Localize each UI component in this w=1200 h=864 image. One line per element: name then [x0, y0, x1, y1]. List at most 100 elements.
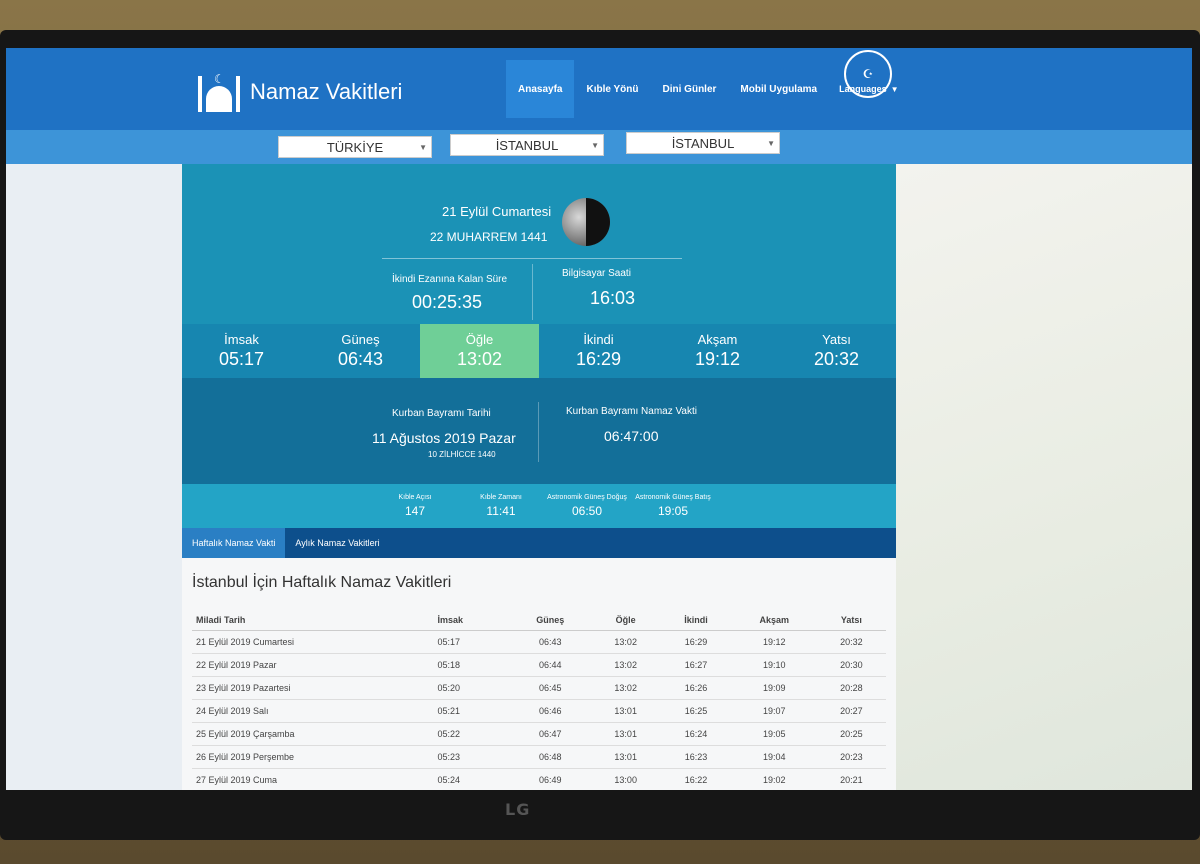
- cell: 05:22: [433, 722, 510, 746]
- district-select[interactable]: İSTANBUL ▼: [626, 132, 780, 154]
- table-row: 27 Eylül 2019 Cuma 05:24 06:49 13:00 16:…: [192, 768, 886, 790]
- tab-monthly[interactable]: Aylık Namaz Vakitleri: [295, 538, 380, 548]
- prayer-time: 19:12: [694, 349, 741, 369]
- cell: 22 Eylül 2019 Pazar: [192, 653, 434, 677]
- qibla-item-value: 19:05: [657, 504, 689, 518]
- weekly-schedule: İstanbul İçin Haftalık Namaz Vakitleri M…: [182, 558, 896, 790]
- table-row: 26 Eylül 2019 Perşembe 05:23 06:48 13:01…: [192, 745, 886, 769]
- col-yatsi: Yatsı: [816, 610, 886, 631]
- col-imsak: İmsak: [433, 610, 510, 631]
- cell: 05:18: [433, 653, 510, 677]
- screen: ☾ Namaz Vakitleri Anasayfa Kıble Yönü Di…: [6, 48, 1192, 790]
- table-row: 25 Eylül 2019 Çarşamba 05:22 06:47 13:01…: [192, 722, 886, 746]
- cell: 19:10: [731, 653, 817, 677]
- prayer-time: 20:32: [813, 349, 860, 369]
- divider: [382, 258, 682, 259]
- cell: 21 Eylül 2019 Cumartesi: [192, 630, 434, 654]
- cell: 06:43: [509, 630, 592, 654]
- header: ☾ Namaz Vakitleri Anasayfa Kıble Yönü Di…: [6, 48, 1192, 130]
- cell: 19:04: [731, 745, 817, 769]
- district-select-value: İSTANBUL: [671, 136, 735, 151]
- bayram-hijri-date: 10 ZİLHİCCE 1440: [428, 450, 496, 459]
- cell: 05:20: [433, 676, 510, 700]
- nav-qibla[interactable]: Kıble Yönü: [586, 83, 639, 95]
- table-row: 24 Eylül 2019 Salı 05:21 06:46 13:01 16:…: [192, 699, 886, 723]
- cell: 16:27: [660, 653, 732, 677]
- cell: 24 Eylül 2019 Salı: [192, 699, 434, 723]
- prayer-name: Akşam: [697, 332, 738, 347]
- country-select[interactable]: TÜRKİYE ▼: [278, 136, 432, 158]
- prayer-name: Öğle: [465, 332, 494, 347]
- cell: 20:28: [816, 676, 886, 700]
- left-panel: [6, 164, 182, 790]
- schedule-tabs: Haftalık Namaz Vakti Aylık Namaz Vakitle…: [182, 528, 896, 558]
- cell: 20:21: [816, 768, 886, 790]
- prayer-aksam: Akşam 19:12: [658, 324, 777, 378]
- diyanet-seal-icon: ☪: [844, 50, 892, 98]
- col-ikindi: İkindi: [660, 610, 732, 631]
- cell: 05:21: [433, 699, 510, 723]
- prayer-name: İmsak: [224, 332, 259, 347]
- col-aksam: Akşam: [731, 610, 817, 631]
- cell: 13:01: [591, 745, 661, 769]
- caret-down-icon: ▼: [591, 141, 599, 150]
- logo-text: Namaz Vakitleri: [250, 79, 403, 104]
- cell: 16:26: [660, 676, 732, 700]
- qibla-item-label: Astronomik Güneş Batış: [635, 494, 711, 501]
- prayer-times-row: İmsak 05:17 Güneş 06:43 Öğle 13:02 İkind…: [182, 324, 896, 378]
- bayram-date-label: Kurban Bayramı Tarihi: [392, 408, 491, 419]
- bayram-time-label: Kurban Bayramı Namaz Vakti: [566, 406, 697, 417]
- cell: 13:02: [591, 630, 661, 654]
- weekly-table: Miladi Tarih İmsak Güneş Öğle İkindi Akş…: [192, 610, 886, 790]
- table-row: 22 Eylül 2019 Pazar 05:18 06:44 13:02 16…: [192, 653, 886, 677]
- cell: 05:24: [433, 768, 510, 790]
- cell: 20:30: [816, 653, 886, 677]
- prayer-yatsi: Yatsı 20:32: [777, 324, 896, 378]
- hijri-date: 22 MUHARREM 1441: [430, 230, 548, 244]
- site-logo[interactable]: ☾ Namaz Vakitleri: [196, 72, 402, 112]
- nav-religious-days[interactable]: Dini Günler: [662, 83, 717, 95]
- prayer-name: Güneş: [341, 332, 380, 347]
- prayer-time: 05:17: [218, 349, 265, 369]
- prayer-name: Yatsı: [822, 332, 851, 347]
- cell: 13:00: [591, 768, 661, 790]
- cell: 19:12: [731, 630, 817, 654]
- cell: 26 Eylül 2019 Perşembe: [192, 745, 434, 769]
- countdown-value: 00:25:35: [412, 292, 483, 312]
- main-nav: Anasayfa Kıble Yönü Dini Günler Mobil Uy…: [506, 60, 909, 118]
- bayram-date-value: 11 Ağustos 2019 Pazar: [372, 430, 516, 446]
- weekly-title: İstanbul İçin Haftalık Namaz Vakitleri: [192, 574, 452, 591]
- cell: 19:02: [731, 768, 817, 790]
- cell: 13:01: [591, 722, 661, 746]
- cell: 20:27: [816, 699, 886, 723]
- tab-weekly[interactable]: Haftalık Namaz Vakti: [182, 528, 286, 558]
- prayer-time: 13:02: [456, 349, 503, 369]
- cell: 05:23: [433, 745, 510, 769]
- prayer-ikindi: İkindi 16:29: [539, 324, 658, 378]
- prayer-time: 16:29: [575, 349, 622, 369]
- caret-down-icon: ▼: [767, 139, 775, 148]
- qibla-item-value: 147: [404, 504, 426, 518]
- cell: 05:17: [433, 630, 510, 654]
- prayer-ogle: Öğle 13:02: [420, 324, 539, 378]
- city-select[interactable]: İSTANBUL ▼: [450, 134, 604, 156]
- cell: 13:01: [591, 699, 661, 723]
- cell: 16:23: [660, 745, 732, 769]
- cell: 13:02: [591, 676, 661, 700]
- cell: 06:47: [509, 722, 592, 746]
- cell: 20:23: [816, 745, 886, 769]
- col-gunes: Güneş: [509, 610, 592, 631]
- cell: 27 Eylül 2019 Cuma: [192, 768, 434, 790]
- monitor-logo: LG: [505, 800, 531, 819]
- prayer-imsak: İmsak 05:17: [182, 324, 301, 378]
- nav-mobile-app[interactable]: Mobil Uygulama: [740, 83, 818, 95]
- astronomical-sunrise: Astronomik Güneş Doğuş 06:50: [544, 484, 630, 528]
- cell: 06:44: [509, 653, 592, 677]
- nav-home[interactable]: Anasayfa: [506, 60, 575, 118]
- moon-phase-icon: [562, 198, 610, 246]
- cell: 06:45: [509, 676, 592, 700]
- qibla-panel: Kıble Açısı 147 Kıble Zamanı 11:41 Astro…: [182, 484, 896, 528]
- qibla-item-value: 11:41: [486, 504, 516, 518]
- cell: 06:49: [509, 768, 592, 790]
- clock-label: Bilgisayar Saati: [562, 268, 631, 279]
